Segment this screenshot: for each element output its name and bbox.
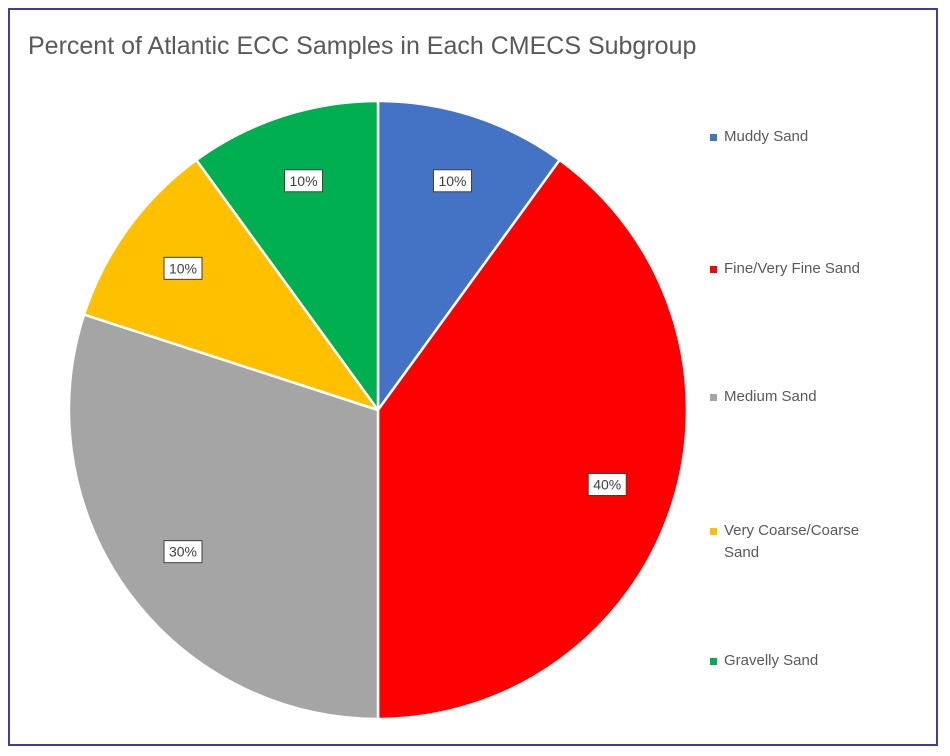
data-label-text: 10% bbox=[438, 173, 466, 189]
data-label-4: 10% bbox=[284, 169, 324, 193]
pie-slice-fine-very-fine-sand bbox=[376, 158, 689, 721]
legend-swatch bbox=[710, 134, 717, 141]
legend-item-muddy-sand: Muddy Sand bbox=[710, 126, 894, 148]
data-label-box bbox=[587, 472, 627, 496]
data-label-0: 10% bbox=[432, 169, 472, 193]
legend-item-medium-sand: Medium Sand bbox=[710, 386, 894, 408]
legend-label: Very Coarse/Coarse Sand bbox=[724, 522, 860, 561]
legend-item-very-coarse-coarse-sand: Very Coarse/Coarse Sand bbox=[710, 520, 894, 564]
data-label-text: 40% bbox=[593, 476, 621, 492]
pie-slice-medium-sand bbox=[67, 313, 380, 721]
data-label-box bbox=[163, 256, 203, 280]
legend-swatch bbox=[710, 394, 717, 401]
legend-item-gravelly-sand: Gravelly Sand bbox=[710, 650, 894, 672]
data-label-box bbox=[284, 169, 324, 193]
data-labels: 10% 40% 30% 10% 10% bbox=[163, 169, 627, 564]
data-label-box bbox=[432, 169, 472, 193]
data-label-box bbox=[163, 540, 203, 564]
pie-chart: 10% 40% 30% 10% 10% bbox=[67, 99, 689, 721]
pie-slice-muddy-sand bbox=[376, 99, 561, 412]
data-label-text: 10% bbox=[169, 260, 197, 276]
chart-legend: Muddy Sand Fine/Very Fine Sand Medium Sand… bbox=[710, 10, 930, 748]
legend-swatch bbox=[710, 658, 717, 665]
legend-label: Medium Sand bbox=[724, 388, 817, 405]
legend-swatch bbox=[710, 528, 717, 535]
legend-label: Fine/Very Fine Sand bbox=[724, 260, 860, 277]
data-label-text: 10% bbox=[290, 173, 318, 189]
legend-item-fine-very-fine-sand: Fine/Very Fine Sand bbox=[710, 258, 894, 280]
legend-label: Gravelly Sand bbox=[724, 652, 819, 669]
data-label-text: 30% bbox=[169, 544, 197, 560]
data-label-2: 30% bbox=[163, 540, 203, 564]
pie-slice-gravelly-sand bbox=[195, 99, 380, 412]
data-label-1: 40% bbox=[587, 472, 627, 496]
legend-swatch bbox=[710, 266, 717, 273]
pie-slice-very-coarse-coarse-sand bbox=[82, 158, 380, 412]
chart-frame: Percent of Atlantic ECC Samples in Each … bbox=[8, 8, 938, 746]
data-label-3: 10% bbox=[163, 256, 203, 280]
chart-title: Percent of Atlantic ECC Samples in Each … bbox=[28, 32, 697, 60]
legend-label: Muddy Sand bbox=[724, 128, 809, 145]
